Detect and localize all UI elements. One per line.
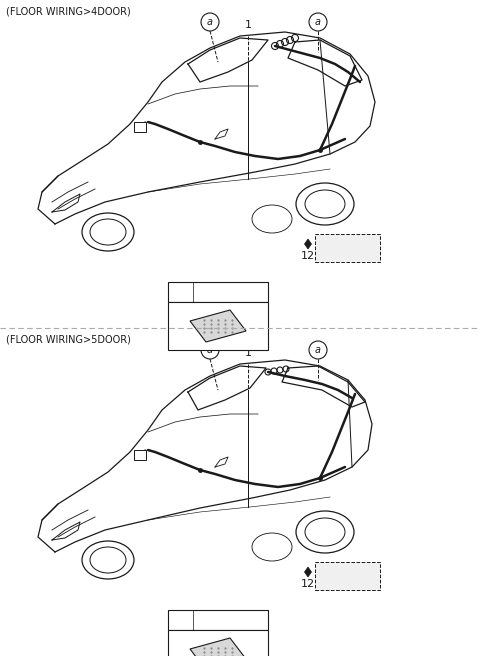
Text: 12: 12 <box>301 251 315 261</box>
Polygon shape <box>304 567 312 577</box>
Text: a: a <box>315 345 321 355</box>
Bar <box>168 302 268 350</box>
Bar <box>315 562 380 590</box>
Text: a: a <box>207 345 213 355</box>
Text: (FLOOR WIRING>4DOOR): (FLOOR WIRING>4DOOR) <box>6 6 131 16</box>
Text: a: a <box>315 17 321 27</box>
Text: a: a <box>207 17 213 27</box>
Text: 9: 9 <box>227 287 234 297</box>
Text: 9: 9 <box>227 615 234 625</box>
Text: (FLOOR WIRING>5DOOR): (FLOOR WIRING>5DOOR) <box>6 334 131 344</box>
Text: a: a <box>177 287 183 297</box>
Text: 12: 12 <box>301 579 315 589</box>
Polygon shape <box>304 239 312 249</box>
Bar <box>168 610 268 630</box>
Bar <box>134 450 146 460</box>
Bar <box>315 234 380 262</box>
Bar <box>134 122 146 132</box>
Bar <box>168 630 268 656</box>
Polygon shape <box>190 310 246 342</box>
Polygon shape <box>190 638 246 656</box>
Text: a: a <box>177 615 183 625</box>
Text: 1: 1 <box>244 348 252 358</box>
Bar <box>168 282 268 302</box>
Text: 1: 1 <box>244 20 252 30</box>
